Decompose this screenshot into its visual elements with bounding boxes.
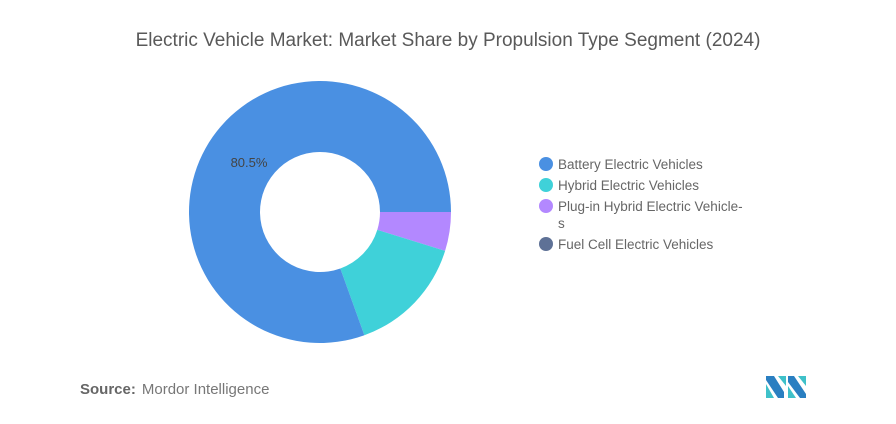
source-footer: Source: Mordor Intelligence [80,381,269,398]
legend-item-battery-electric[interactable]: Battery Electric Vehicles [539,156,758,173]
slice-hybrid-electric[interactable] [340,229,446,336]
data-label-battery-electric: 80.5% [231,155,268,170]
slice-plugin-hybrid[interactable] [377,212,451,251]
legend-label: Battery Electric Vehicles [558,157,703,172]
chart-title: Electric Vehicle Market: Market Share by… [135,30,761,51]
slice-battery-electric[interactable] [189,80,451,343]
legend-label: Plug-in Hybrid Electric Vehicle-s [558,199,743,231]
source-value: Mordor Intelligence [141,381,270,398]
legend-swatch [539,199,553,213]
legend-swatch [539,157,553,171]
legend-item-hybrid-electric[interactable]: Hybrid Electric Vehicles [539,177,758,194]
legend-item-fuel-cell[interactable]: Fuel Cell Electric Vehicles [539,236,758,253]
source-label: Source: [80,381,136,398]
legend-label: Fuel Cell Electric Vehicles [558,237,714,252]
mordor-intelligence-logo-icon [766,376,806,398]
legend-swatch [539,237,553,251]
legend: Battery Electric Vehicles Hybrid Electri… [539,156,758,257]
legend-item-plugin-hybrid[interactable]: Plug-in Hybrid Electric Vehicle-s [539,198,758,232]
legend-label: Hybrid Electric Vehicles [558,178,700,193]
legend-swatch [539,178,553,192]
